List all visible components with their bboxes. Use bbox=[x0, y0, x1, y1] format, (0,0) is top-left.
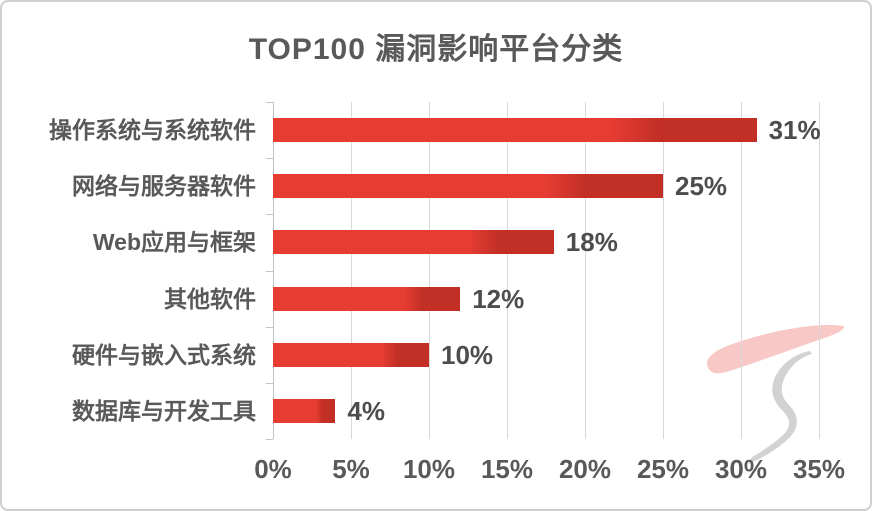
chart-title: TOP100 漏洞影响平台分类 bbox=[248, 33, 624, 66]
bar-value-label: 25% bbox=[675, 171, 728, 202]
x-tick-label: 25% bbox=[636, 454, 690, 484]
x-tick-label: 15% bbox=[480, 454, 534, 484]
x-tick-label: 5% bbox=[332, 454, 370, 484]
y-axis-tick bbox=[266, 326, 273, 328]
gridline bbox=[351, 102, 352, 439]
gridline bbox=[741, 102, 742, 439]
gridline bbox=[663, 102, 664, 439]
category-label: 数据库与开发工具 bbox=[72, 397, 256, 424]
category-label: Web应用与框架 bbox=[92, 229, 256, 256]
category-label: 网络与服务器软件 bbox=[72, 173, 256, 200]
category-label: 操作系统与系统软件 bbox=[49, 117, 256, 144]
bar bbox=[273, 230, 554, 255]
x-tick-label: 0% bbox=[254, 454, 292, 484]
gridline bbox=[507, 102, 508, 439]
bar-value-label: 12% bbox=[472, 283, 525, 314]
category-label: 硬件与嵌入式系统 bbox=[72, 341, 256, 368]
gridline bbox=[429, 102, 430, 439]
bar bbox=[273, 398, 336, 423]
bar bbox=[273, 286, 461, 311]
y-axis-tick bbox=[266, 270, 273, 272]
bar-value-label: 18% bbox=[565, 227, 618, 258]
category-label: 其他软件 bbox=[164, 285, 256, 312]
y-axis-tick bbox=[266, 214, 273, 216]
bar bbox=[273, 174, 663, 199]
y-axis-tick bbox=[266, 382, 273, 384]
bar-value-label: 31% bbox=[768, 115, 821, 146]
y-axis-tick bbox=[266, 158, 273, 160]
gridline bbox=[819, 102, 820, 439]
y-axis-tick bbox=[266, 102, 273, 103]
x-tick-label: 20% bbox=[558, 454, 612, 484]
bar-value-label: 10% bbox=[441, 339, 494, 370]
y-axis-tick bbox=[266, 439, 273, 440]
gridline bbox=[585, 102, 586, 439]
bar bbox=[273, 118, 757, 143]
x-tick-label: 10% bbox=[402, 454, 456, 484]
y-axis-line bbox=[273, 102, 274, 439]
bar bbox=[273, 342, 429, 367]
bar-value-label: 4% bbox=[347, 395, 385, 426]
